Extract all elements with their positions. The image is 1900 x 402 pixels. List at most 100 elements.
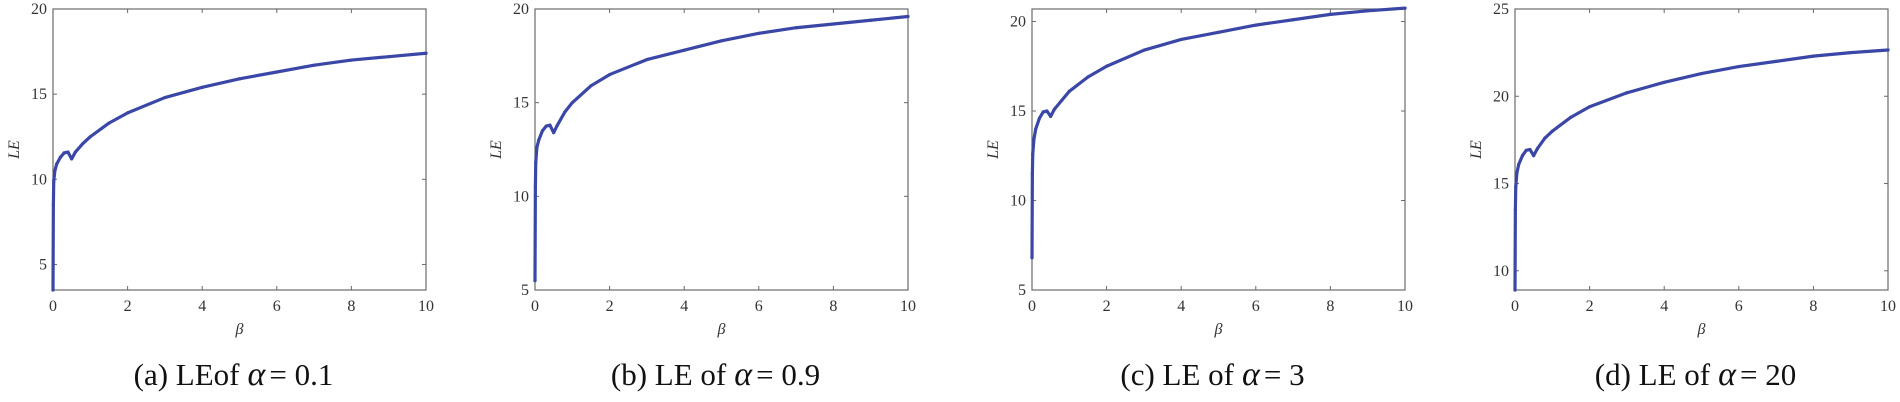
caption-prefix: (b) LE of xyxy=(610,357,727,392)
data-point xyxy=(1328,12,1332,16)
y-tick-label: 5 xyxy=(1018,282,1026,299)
data-point xyxy=(1532,154,1536,158)
caption-prefix: (c) LE of xyxy=(1120,357,1235,392)
y-tick-label: 15 xyxy=(513,95,529,112)
x-tick-label: 8 xyxy=(1326,298,1334,315)
data-point xyxy=(81,141,85,146)
caption-value: = 0.1 xyxy=(269,357,334,392)
data-point xyxy=(55,162,59,166)
y-tick-label: 15 xyxy=(31,86,47,103)
le-series-line xyxy=(1513,48,1890,292)
data-point xyxy=(1737,64,1741,69)
data-point xyxy=(555,123,559,127)
x-tick-label: 8 xyxy=(1809,298,1817,315)
caption-prefix: (d) LE of xyxy=(1594,357,1711,392)
y-tick-label: 15 xyxy=(1010,103,1026,120)
data-point xyxy=(349,58,353,62)
data-point xyxy=(1105,64,1109,68)
data-point xyxy=(1699,71,1704,76)
y-axis-label: LE xyxy=(488,140,505,160)
caption-symbol: α xyxy=(247,356,266,393)
data-point xyxy=(1543,136,1547,140)
x-axis-label: β xyxy=(1697,321,1706,338)
panel-c: 0 2 4 6 8 10 5 10 15 20 β LE xyxy=(985,6,1413,338)
caption-c: (c) LE of α = 3 xyxy=(1120,356,1304,394)
data-point xyxy=(831,22,836,26)
y-tick-label: 10 xyxy=(513,188,529,205)
x-tick-label: 0 xyxy=(49,298,57,315)
data-point xyxy=(1513,288,1517,292)
x-tick-label: 8 xyxy=(347,298,355,315)
panel-b: 0 2 4 6 8 10 5 10 15 20 β LE xyxy=(488,1,916,338)
data-point xyxy=(608,72,612,77)
caption-value: = 0.9 xyxy=(756,357,821,392)
x-tick-label: 10 xyxy=(900,298,916,315)
data-point xyxy=(906,14,910,19)
data-point xyxy=(645,57,649,62)
y-tick-label: 5 xyxy=(39,256,47,273)
data-point xyxy=(537,138,541,142)
y-tick-label: 5 xyxy=(521,282,529,299)
data-point xyxy=(1366,9,1370,13)
y-tick-label: 15 xyxy=(1493,176,1509,193)
data-point xyxy=(794,26,798,30)
x-tick-label: 4 xyxy=(198,298,206,315)
x-axis-label: β xyxy=(235,321,244,338)
caption-b: (b) LE of α = 0.9 xyxy=(611,356,820,394)
y-tick-label: 20 xyxy=(513,1,529,18)
data-point xyxy=(1254,23,1258,27)
data-point xyxy=(163,95,167,100)
data-point xyxy=(1291,18,1295,22)
data-point xyxy=(1032,138,1036,142)
y-tick-label: 20 xyxy=(1493,88,1509,105)
axes-box xyxy=(1031,8,1406,291)
data-point xyxy=(719,39,724,43)
data-point xyxy=(1034,127,1038,131)
data-point xyxy=(1515,171,1519,175)
data-point xyxy=(70,157,74,161)
x-tick-label: 6 xyxy=(1735,298,1743,315)
caption-value: = 3 xyxy=(1263,357,1305,392)
data-point xyxy=(88,135,92,139)
data-point xyxy=(1030,172,1034,176)
x-tick-label: 2 xyxy=(1103,298,1111,315)
x-axis-label: β xyxy=(1214,321,1223,338)
caption-prefix: (a) LEof xyxy=(133,357,240,392)
caption-d: (d) LE of α = 20 xyxy=(1595,356,1796,394)
x-tick-label: 0 xyxy=(1028,298,1036,315)
data-point xyxy=(1774,59,1778,63)
panel-d: 0 2 4 6 8 10 10 15 20 25 β LE xyxy=(1468,1,1896,338)
x-tick-label: 0 xyxy=(1511,298,1519,315)
data-point xyxy=(1179,37,1183,42)
le-series-line xyxy=(1030,6,1407,260)
y-axis-label: LE xyxy=(1468,140,1485,160)
data-point xyxy=(1045,109,1049,113)
data-point xyxy=(1524,148,1528,152)
data-point xyxy=(1811,54,1815,58)
y-tick-label: 10 xyxy=(1010,193,1026,210)
data-point xyxy=(757,31,761,35)
data-point xyxy=(533,185,537,189)
data-point xyxy=(200,85,204,89)
data-point xyxy=(552,131,556,135)
x-tick-label: 4 xyxy=(1660,298,1668,315)
data-point xyxy=(1849,51,1853,55)
le-series-line xyxy=(51,51,428,292)
data-point xyxy=(1060,98,1064,102)
data-point xyxy=(52,179,56,183)
data-point xyxy=(1052,107,1056,111)
data-point xyxy=(1625,91,1629,95)
data-point xyxy=(1067,89,1071,93)
data-point xyxy=(1550,129,1554,133)
data-point xyxy=(682,48,686,52)
data-point xyxy=(548,123,552,127)
y-axis-label: LE xyxy=(6,140,23,160)
data-point xyxy=(563,110,567,114)
data-point xyxy=(1031,152,1035,156)
data-point xyxy=(570,101,574,105)
data-point xyxy=(1142,48,1146,52)
data-point xyxy=(312,63,316,67)
data-point xyxy=(534,161,538,165)
data-point xyxy=(51,288,55,292)
axes-box xyxy=(52,8,427,291)
